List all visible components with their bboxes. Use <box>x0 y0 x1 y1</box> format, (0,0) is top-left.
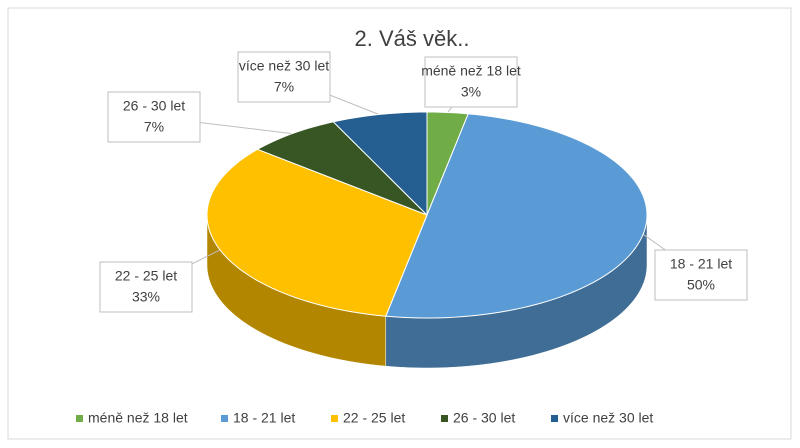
legend-label: 22 - 25 let <box>343 410 405 426</box>
data-label-category: 22 - 25 let <box>115 268 177 284</box>
data-label-value: 7% <box>144 119 164 135</box>
legend-swatch <box>331 415 338 422</box>
legend-label: 26 - 30 let <box>453 410 515 426</box>
pie-slice <box>332 111 428 217</box>
legend-swatch <box>76 415 83 422</box>
legend-swatch <box>441 415 448 422</box>
pie-slice <box>256 121 428 216</box>
data-label-value: 33% <box>132 289 160 305</box>
data-label-category: 18 - 21 let <box>670 256 732 272</box>
pie-slice <box>385 113 648 319</box>
data-label-box <box>654 249 748 301</box>
data-label-value: 3% <box>461 84 481 100</box>
chart-title: 2. Váš věk.. <box>355 26 470 51</box>
legend-label: více než 30 let <box>563 410 653 426</box>
legend-swatch <box>221 415 228 422</box>
data-label-value: 50% <box>687 277 715 293</box>
pie-slice <box>206 148 428 317</box>
legend-label: méně než 18 let <box>88 410 188 426</box>
legend-swatch <box>551 415 558 422</box>
data-label-value: 7% <box>274 79 294 95</box>
legend-label: 18 - 21 let <box>233 410 295 426</box>
data-label-category: více než 30 let <box>239 58 329 74</box>
data-label-category: méně než 18 let <box>421 63 521 79</box>
data-label-box <box>107 91 201 143</box>
data-label-box <box>99 261 193 313</box>
data-label-box <box>237 51 331 103</box>
data-label-box <box>424 56 518 108</box>
data-label-category: 26 - 30 let <box>123 98 185 114</box>
